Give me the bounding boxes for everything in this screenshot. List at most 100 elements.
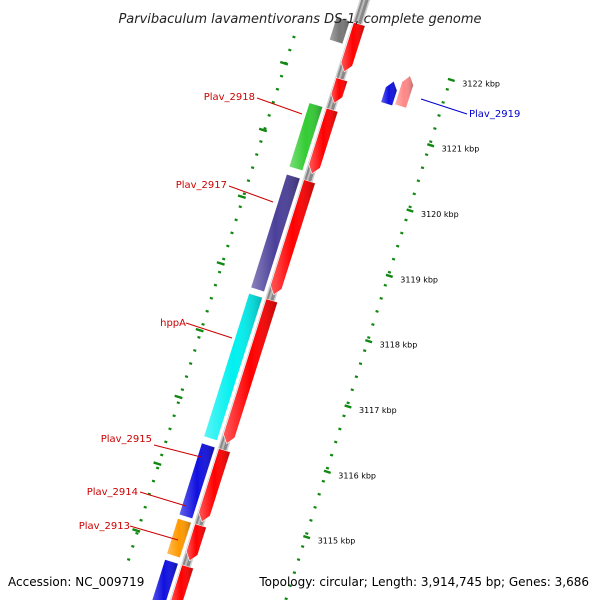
scale-minor-tick	[300, 545, 305, 549]
inner-major-tick	[174, 394, 183, 400]
scale-minor-tick	[317, 492, 321, 496]
gene-plav-2914-box[interactable]	[166, 518, 192, 559]
scale-inner-tick	[217, 270, 222, 274]
cds-top-arrow[interactable]	[340, 21, 366, 73]
cds-plav-2913-arrow[interactable]	[169, 564, 194, 600]
gene-plav-2917-box[interactable]	[250, 173, 301, 293]
gene-forward-blue-arrow[interactable]	[380, 80, 398, 107]
scale-minor-tick	[338, 427, 342, 431]
scale-minor-tick	[420, 166, 425, 170]
scale-minor-tick	[333, 440, 338, 444]
scale-inner-tick	[197, 335, 201, 339]
scale-inner-tick	[188, 362, 193, 366]
scale-minor-tick	[395, 244, 400, 248]
cds-plav-2918-arrow[interactable]	[308, 107, 339, 175]
scale-tick-label-3118: 3118 kbp	[380, 341, 418, 350]
scale-minor-tick	[437, 113, 441, 117]
scale-minor-tick	[408, 205, 412, 209]
gene-label-plav-2919[interactable]: Plav_2919	[469, 109, 520, 120]
leader-line-plav-2918	[256, 97, 303, 115]
scale-inner-tick	[254, 153, 259, 157]
scale-minor-tick	[412, 192, 416, 196]
scale-major-tick	[426, 143, 435, 148]
scale-minor-tick	[433, 127, 437, 131]
inner-major-tick	[195, 327, 204, 333]
leader-line-plav-2913	[129, 525, 179, 541]
gene-label-plav-2915[interactable]: Plav_2915	[101, 434, 152, 445]
scale-minor-tick	[296, 558, 301, 562]
leader-line-plav-2919	[420, 98, 468, 115]
scale-inner-tick	[139, 518, 143, 522]
map-title: Parvibaculum lavamentivorans DS-1, compl…	[118, 12, 481, 27]
scale-inner-tick	[275, 87, 280, 91]
scale-inner-tick	[205, 309, 209, 313]
scale-major-tick	[406, 208, 414, 213]
cds-plav-2914-arrow[interactable]	[185, 523, 207, 562]
scale-minor-tick	[305, 531, 309, 535]
cds-plav-2917-arrow[interactable]	[270, 179, 316, 296]
scale-tick-label-3122: 3122 kbp	[462, 79, 500, 88]
scale-minor-tick	[292, 571, 297, 575]
gene-plav-2913-box[interactable]	[150, 559, 179, 600]
inner-major-tick	[132, 528, 141, 533]
scale-minor-tick	[383, 283, 388, 287]
scale-minor-tick	[371, 322, 375, 326]
scale-inner-tick	[246, 179, 251, 183]
scale-minor-tick	[309, 518, 313, 522]
scale-inner-tick	[201, 322, 205, 326]
scale-inner-tick	[292, 35, 296, 39]
scale-inner-tick	[126, 557, 131, 561]
tick-layer: 3122 kbp 3121 kbp 3120 kbp 3119 kbp 3118 kbp…	[126, 35, 500, 600]
gene-label-plav-2918[interactable]: Plav_2918	[204, 92, 255, 103]
scale-minor-tick	[387, 270, 392, 274]
scale-tick-label-3115: 3115 kbp	[318, 537, 356, 546]
cds-plav-2915-arrow[interactable]	[198, 448, 231, 523]
gene-label-hppa[interactable]: hppA	[160, 318, 186, 329]
scale-major-tick	[385, 273, 394, 279]
scale-minor-tick	[400, 231, 404, 235]
scale-inner-tick	[143, 505, 147, 509]
scale-inner-tick	[193, 348, 197, 352]
gene-hppa-box[interactable]	[203, 293, 263, 441]
scale-minor-tick	[350, 388, 355, 392]
gene-plav-2919-arrow[interactable]	[394, 75, 414, 109]
scale-inner-tick	[151, 479, 156, 483]
scale-minor-tick	[346, 401, 350, 405]
cds-hppa-arrow[interactable]	[223, 298, 278, 445]
cds-upper-arrow[interactable]	[330, 77, 348, 104]
gene-plav-2915-box[interactable]	[178, 442, 216, 520]
scale-minor-tick	[375, 309, 379, 313]
inner-major-tick	[258, 127, 268, 133]
scale-minor-tick	[428, 140, 433, 144]
scale-major-tick	[344, 404, 352, 409]
leader-line-plav-2915	[153, 444, 202, 458]
scale-tick-label-3120: 3120 kbp	[421, 210, 459, 219]
scale-inner-tick	[263, 126, 267, 130]
gene-unlabeled-box[interactable]	[328, 16, 351, 45]
scale-inner-tick	[279, 74, 284, 78]
scale-inner-tick	[172, 414, 176, 418]
scale-inner-tick	[180, 388, 185, 392]
scale-inner-tick	[131, 544, 135, 548]
scale-tick-label-3119: 3119 kbp	[400, 275, 438, 284]
scale-inner-tick	[213, 283, 218, 287]
genome-summary-text: Topology: circular; Length: 3,914,745 bp…	[258, 575, 589, 589]
scale-minor-tick	[367, 336, 371, 340]
label-layer: Plav_2913 Plav_2914 Plav_2915 hppA Plav_2917…	[79, 92, 520, 541]
gene-label-plav-2917[interactable]: Plav_2917	[176, 180, 227, 191]
scale-minor-tick	[284, 597, 288, 600]
scale-inner-tick	[242, 192, 247, 196]
scale-minor-tick	[362, 349, 367, 353]
scale-inner-tick	[135, 531, 139, 535]
scale-minor-tick	[313, 505, 317, 509]
gene-plav-2918-box[interactable]	[288, 102, 324, 172]
scale-inner-tick	[230, 231, 234, 235]
gene-label-plav-2914[interactable]: Plav_2914	[87, 487, 138, 498]
gene-label-plav-2913[interactable]: Plav_2913	[79, 521, 130, 532]
inner-major-tick	[237, 194, 247, 200]
scale-minor-tick	[416, 179, 421, 183]
scale-inner-tick	[234, 218, 238, 222]
scale-major-tick	[323, 469, 332, 474]
scale-inner-tick	[250, 166, 255, 170]
